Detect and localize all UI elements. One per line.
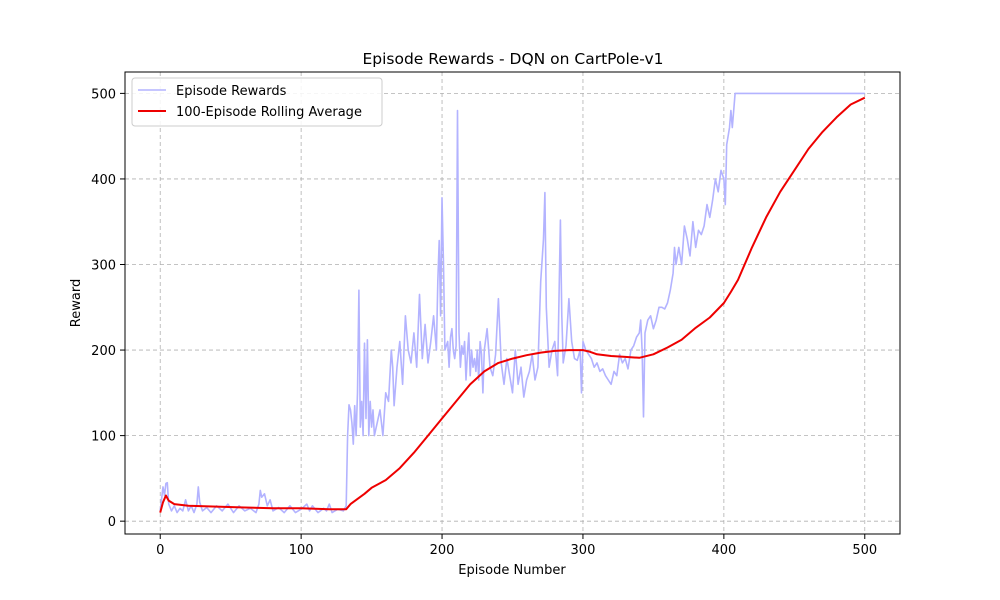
y-axis-ticks: 0 100 200 300 400 500 <box>91 87 125 530</box>
x-tick-label: 100 <box>289 543 314 558</box>
y-tick-label: 500 <box>91 87 116 102</box>
series-layer <box>159 92 866 514</box>
y-tick-label: 300 <box>91 259 116 274</box>
y-tick-label: 100 <box>91 430 116 445</box>
x-axis-ticks: 0 100 200 300 400 500 <box>156 534 877 558</box>
x-axis-label: Episode Number <box>458 563 566 578</box>
y-axis-label: Reward <box>69 279 84 327</box>
grid-lines <box>125 72 900 534</box>
rolling-average-line <box>159 96 866 513</box>
chart-title: Episode Rewards - DQN on CartPole-v1 <box>362 50 663 68</box>
x-tick-label: 200 <box>430 543 455 558</box>
y-tick-label: 0 <box>108 515 116 530</box>
x-tick-label: 400 <box>711 543 736 558</box>
x-tick-label: 500 <box>852 543 877 558</box>
legend-box <box>131 77 383 127</box>
y-tick-label: 400 <box>91 173 116 188</box>
legend-label-episode-rewards: Episode Rewards <box>176 84 287 99</box>
x-tick-label: 300 <box>571 543 596 558</box>
plot-area-frame <box>124 71 901 535</box>
legend: Episode Rewards 100-Episode Rolling Aver… <box>131 77 383 127</box>
x-tick-label: 0 <box>156 543 164 558</box>
y-tick-label: 200 <box>91 344 116 359</box>
legend-label-rolling-average: 100-Episode Rolling Average <box>176 105 362 120</box>
